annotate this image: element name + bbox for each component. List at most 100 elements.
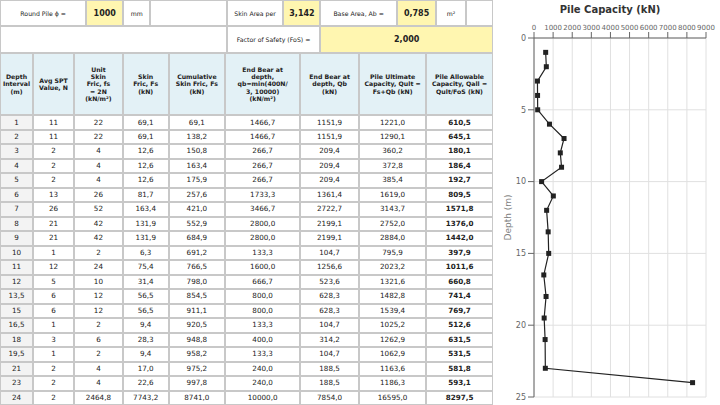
html-text:12: 12 <box>12 276 22 286</box>
html-text:1256,6: 1256,6 <box>317 262 343 272</box>
html-text:42: 42 <box>93 218 103 228</box>
html-text:End Bear at depth, qb=min(400N: End Bear at depth, qb=min(400N/ 3, 10000… <box>237 66 288 102</box>
html-text:209,4: 209,4 <box>319 175 340 185</box>
html-text:26: 26 <box>49 204 59 214</box>
html-text:Avg SPT Value, N: Avg SPT Value, N <box>39 76 68 91</box>
html-text:21: 21 <box>49 218 59 228</box>
html-text:Cumulative Skin Fric, Fs (kN): Cumulative Skin Fric, Fs (kN) <box>175 73 218 95</box>
html-text:End Bear at depth, Qb (kN): End Bear at depth, Qb (kN) <box>309 73 350 95</box>
svg-text:15: 15 <box>516 249 526 258</box>
html-text:684,9: 684,9 <box>186 233 208 243</box>
html-text:75,4: 75,4 <box>137 262 154 272</box>
html-text:Skin Fric, Fs (kN): Skin Fric, Fs (kN) <box>133 73 159 95</box>
html-text:610,5: 610,5 <box>448 117 471 127</box>
html-text:1466,7: 1466,7 <box>250 117 276 127</box>
html-text:Depth Interval (m): Depth Interval (m) <box>2 73 31 95</box>
html-text:257,6: 257,6 <box>186 189 208 199</box>
html-text:795,9: 795,9 <box>382 247 403 257</box>
html-text:175,9: 175,9 <box>186 175 208 185</box>
html-text:1619,0: 1619,0 <box>380 189 406 199</box>
html-text:1011,6: 1011,6 <box>445 262 474 272</box>
html-text:3,142: 3,142 <box>289 8 315 18</box>
html-text:180,1: 180,1 <box>448 146 471 156</box>
html-text:Pile Allowable Capacity, Qall: Pile Allowable Capacity, Qall = Qult/FoS… <box>431 73 488 95</box>
svg-text:6000: 6000 <box>640 24 658 32</box>
html-text:69,1: 69,1 <box>137 117 154 127</box>
html-text:12: 12 <box>49 262 59 272</box>
html-text:209,4: 209,4 <box>319 146 340 156</box>
html-text:133,3: 133,3 <box>252 247 273 257</box>
svg-text:3000: 3000 <box>582 24 600 32</box>
html-text:24: 24 <box>93 262 103 272</box>
svg-text:10: 10 <box>516 177 526 186</box>
html-text:691,2: 691,2 <box>186 247 208 257</box>
html-text:2800,0: 2800,0 <box>250 218 276 228</box>
html-text:3143,7: 3143,7 <box>380 204 406 214</box>
html-text:1733,3: 1733,3 <box>250 189 276 199</box>
html-text:26: 26 <box>93 189 103 199</box>
html-text:12,6: 12,6 <box>137 146 154 156</box>
svg-text:0: 0 <box>532 24 536 32</box>
svg-text:4000: 4000 <box>602 24 620 32</box>
html-text:266,7: 266,7 <box>252 146 273 156</box>
html-text:552,9: 552,9 <box>186 218 208 228</box>
html-text:3466,7: 3466,7 <box>250 204 276 214</box>
svg-text:20: 20 <box>516 321 526 330</box>
html-text:150,8: 150,8 <box>186 146 208 156</box>
html-text:2752,0: 2752,0 <box>380 218 406 228</box>
html-text:2800,0: 2800,0 <box>250 233 276 243</box>
html-text:12,6: 12,6 <box>137 175 154 185</box>
svg-text:2000: 2000 <box>563 24 581 32</box>
html-text:81,7: 81,7 <box>137 189 154 199</box>
html-text:13: 13 <box>49 189 59 199</box>
html-text:Unit Skin Fric, fs = 2N (kN/m²: Unit Skin Fric, fs = 2N (kN/m²) <box>85 66 112 102</box>
html-text:10: 10 <box>12 247 22 257</box>
svg-text:5: 5 <box>521 106 526 115</box>
html-text:163,4: 163,4 <box>135 204 156 214</box>
svg-text:7000: 7000 <box>659 24 677 32</box>
html-text:131,9: 131,9 <box>135 233 156 243</box>
html-text:11: 11 <box>49 117 59 127</box>
html-text:421,0: 421,0 <box>186 204 208 214</box>
svg-text:5000: 5000 <box>621 24 639 32</box>
html-text:0,785: 0,785 <box>403 8 430 18</box>
html-text:1376,0: 1376,0 <box>445 218 474 228</box>
html-text:104,7: 104,7 <box>319 247 340 257</box>
html-text:809,5: 809,5 <box>448 189 471 199</box>
html-text:397,9: 397,9 <box>448 247 471 257</box>
html-text:360,2: 360,2 <box>382 146 403 156</box>
html-text:1361,4: 1361,4 <box>317 189 343 199</box>
html-text:1000: 1000 <box>93 8 116 18</box>
svg-text:1000: 1000 <box>544 24 562 32</box>
svg-text:25: 25 <box>516 393 526 402</box>
html-text:1442,0: 1442,0 <box>445 233 474 243</box>
html-text:2199,1: 2199,1 <box>317 218 343 228</box>
html-text:1571,8: 1571,8 <box>445 204 474 214</box>
html-text:2199,1: 2199,1 <box>317 233 343 243</box>
html-text:385,4: 385,4 <box>382 175 403 185</box>
html-text:2722,7: 2722,7 <box>317 204 343 214</box>
svg-text:9000: 9000 <box>697 24 712 32</box>
html-text:266,7: 266,7 <box>252 175 273 185</box>
html-text:2884,0: 2884,0 <box>380 233 406 243</box>
html-text:21: 21 <box>49 233 59 243</box>
html-text:Pile Capacity (kN): Pile Capacity (kN) <box>559 4 661 15</box>
html-text:1151,9: 1151,9 <box>317 117 343 127</box>
svg-text:0: 0 <box>521 34 526 43</box>
html-text:192,7: 192,7 <box>448 175 471 185</box>
html-text:766,5: 766,5 <box>186 262 208 272</box>
html-text:52: 52 <box>93 204 103 214</box>
svg-text:8000: 8000 <box>678 24 696 32</box>
html-text:1600,0: 1600,0 <box>250 262 276 272</box>
svg-text:Depth (m): Depth (m) <box>503 194 513 240</box>
html-text:131,9: 131,9 <box>135 218 156 228</box>
html-text:2023,2: 2023,2 <box>380 262 406 272</box>
html-text:2,000: 2,000 <box>394 34 420 44</box>
html-text:6,3: 6,3 <box>140 247 152 257</box>
html-text:11: 11 <box>12 262 22 272</box>
html-text:42: 42 <box>93 233 103 243</box>
html-text:69,1: 69,1 <box>188 117 205 127</box>
html-text:Pile Ultimate Capacity, Qult =: Pile Ultimate Capacity, Qult = Fs+Qb (kN… <box>364 73 421 95</box>
html-text:1221,0: 1221,0 <box>380 117 406 127</box>
html-text:22: 22 <box>93 117 103 127</box>
